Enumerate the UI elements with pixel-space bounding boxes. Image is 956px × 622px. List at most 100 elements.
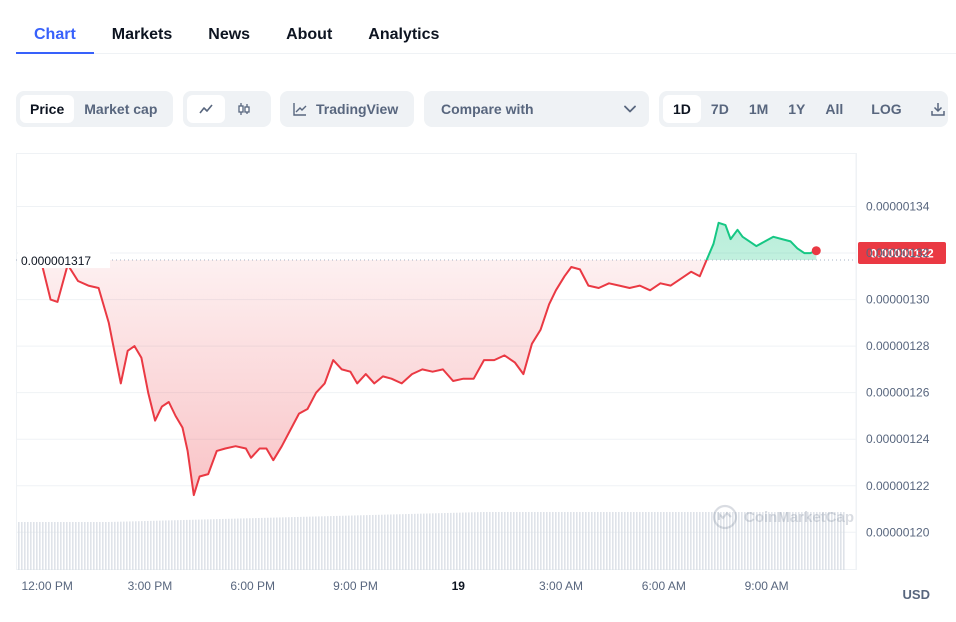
volume-bar [621, 512, 623, 570]
volume-bar [384, 514, 386, 570]
volume-bar [828, 512, 830, 570]
tab-markets[interactable]: Markets [111, 26, 173, 43]
volume-bar [213, 519, 215, 570]
volume-bar [171, 520, 173, 570]
volume-bar [132, 521, 134, 570]
volume-bar [816, 512, 818, 570]
volume-bar [744, 512, 746, 570]
volume-bar [825, 512, 827, 570]
range-7d[interactable]: 7D [710, 101, 729, 117]
tab-analytics[interactable]: Analytics [368, 26, 440, 43]
price-option[interactable]: Price [20, 95, 75, 123]
volume-bar [549, 512, 551, 570]
volume-bar [363, 515, 365, 570]
volume-bar [375, 514, 377, 570]
range-1y[interactable]: 1Y [788, 101, 806, 117]
volume-bar [558, 512, 560, 570]
volume-bar [60, 522, 62, 570]
volume-bar [834, 512, 836, 570]
volume-bar [324, 516, 326, 570]
volume-bar [651, 512, 653, 570]
volume-bar [63, 522, 65, 570]
volume-bar [453, 512, 455, 570]
volume-bar [381, 514, 383, 570]
volume-bar [153, 520, 155, 570]
tab-news[interactable]: News [208, 26, 251, 43]
volume-bar [255, 518, 257, 570]
volume-bar [840, 512, 842, 570]
volume-bar [333, 516, 335, 570]
volume-bar [480, 512, 482, 570]
chart-line-icon [292, 101, 308, 117]
volume-bar [843, 512, 845, 570]
volume-bar [294, 517, 296, 570]
reference-label-bg [18, 251, 110, 269]
volume-bar [414, 513, 416, 570]
volume-bar [351, 515, 353, 570]
volume-bar [192, 519, 194, 570]
volume-bar [282, 517, 284, 570]
volume-bar [756, 512, 758, 570]
market-cap-option[interactable]: Market cap [84, 101, 158, 117]
volume-bar [222, 518, 224, 570]
compare-with-dropdown[interactable]: Compare with [424, 91, 649, 127]
x-tick-label: 6:00 PM [230, 579, 275, 593]
volume-bar [75, 522, 77, 570]
range-1d[interactable]: 1D [663, 95, 701, 123]
tab-chart[interactable]: Chart [16, 14, 94, 54]
volume-bar [552, 512, 554, 570]
volume-bar [534, 512, 536, 570]
volume-bar [804, 512, 806, 570]
volume-bar [588, 512, 590, 570]
volume-bar [543, 512, 545, 570]
volume-bar [252, 518, 254, 570]
volume-bar [396, 514, 398, 570]
volume-bar [42, 522, 44, 570]
candlestick-icon[interactable] [225, 95, 263, 123]
y-tick-label: 0.00000130 [866, 293, 930, 307]
chart-type-toggle [183, 91, 271, 127]
x-tick-label: 3:00 PM [128, 579, 173, 593]
range-all[interactable]: All [825, 101, 844, 117]
volume-bar [660, 512, 662, 570]
volume-bar [336, 515, 338, 570]
volume-bar [225, 518, 227, 570]
volume-bar [429, 513, 431, 570]
volume-bar [39, 522, 41, 570]
volume-bar [210, 519, 212, 570]
volume-bar [417, 513, 419, 570]
volume-bar [144, 521, 146, 570]
volume-bar [822, 512, 824, 570]
volume-bar [648, 512, 650, 570]
volume-bar [96, 522, 98, 570]
volume-bar [393, 514, 395, 570]
volume-bar [402, 514, 404, 570]
x-tick-label: 12:00 PM [21, 579, 72, 593]
volume-bar [657, 512, 659, 570]
log-scale-button[interactable]: LOG [871, 101, 902, 117]
volume-bar [489, 512, 491, 570]
volume-bar [675, 512, 677, 570]
volume-bar [180, 520, 182, 570]
download-icon[interactable] [920, 95, 956, 123]
volume-bar [198, 519, 200, 570]
volume-bar [216, 519, 218, 570]
volume-bar [522, 512, 524, 570]
x-tick-label: 3:00 AM [539, 579, 583, 593]
volume-bar [606, 512, 608, 570]
volume-bar [525, 512, 527, 570]
volume-bar [354, 515, 356, 570]
x-tick-label: 9:00 AM [745, 579, 789, 593]
line-chart-icon[interactable] [187, 95, 225, 123]
tradingview-button[interactable]: TradingView [280, 91, 414, 127]
range-1m[interactable]: 1M [748, 101, 769, 117]
volume-bar [462, 512, 464, 570]
volume-bar [741, 512, 743, 570]
y-tick-label: 0.00000122 [866, 479, 930, 493]
volume-bar [738, 512, 740, 570]
tab-about[interactable]: About [286, 26, 333, 43]
volume-bar [474, 512, 476, 570]
volume-bar [273, 517, 275, 570]
volume-bar [240, 518, 242, 570]
volume-bar [516, 512, 518, 570]
